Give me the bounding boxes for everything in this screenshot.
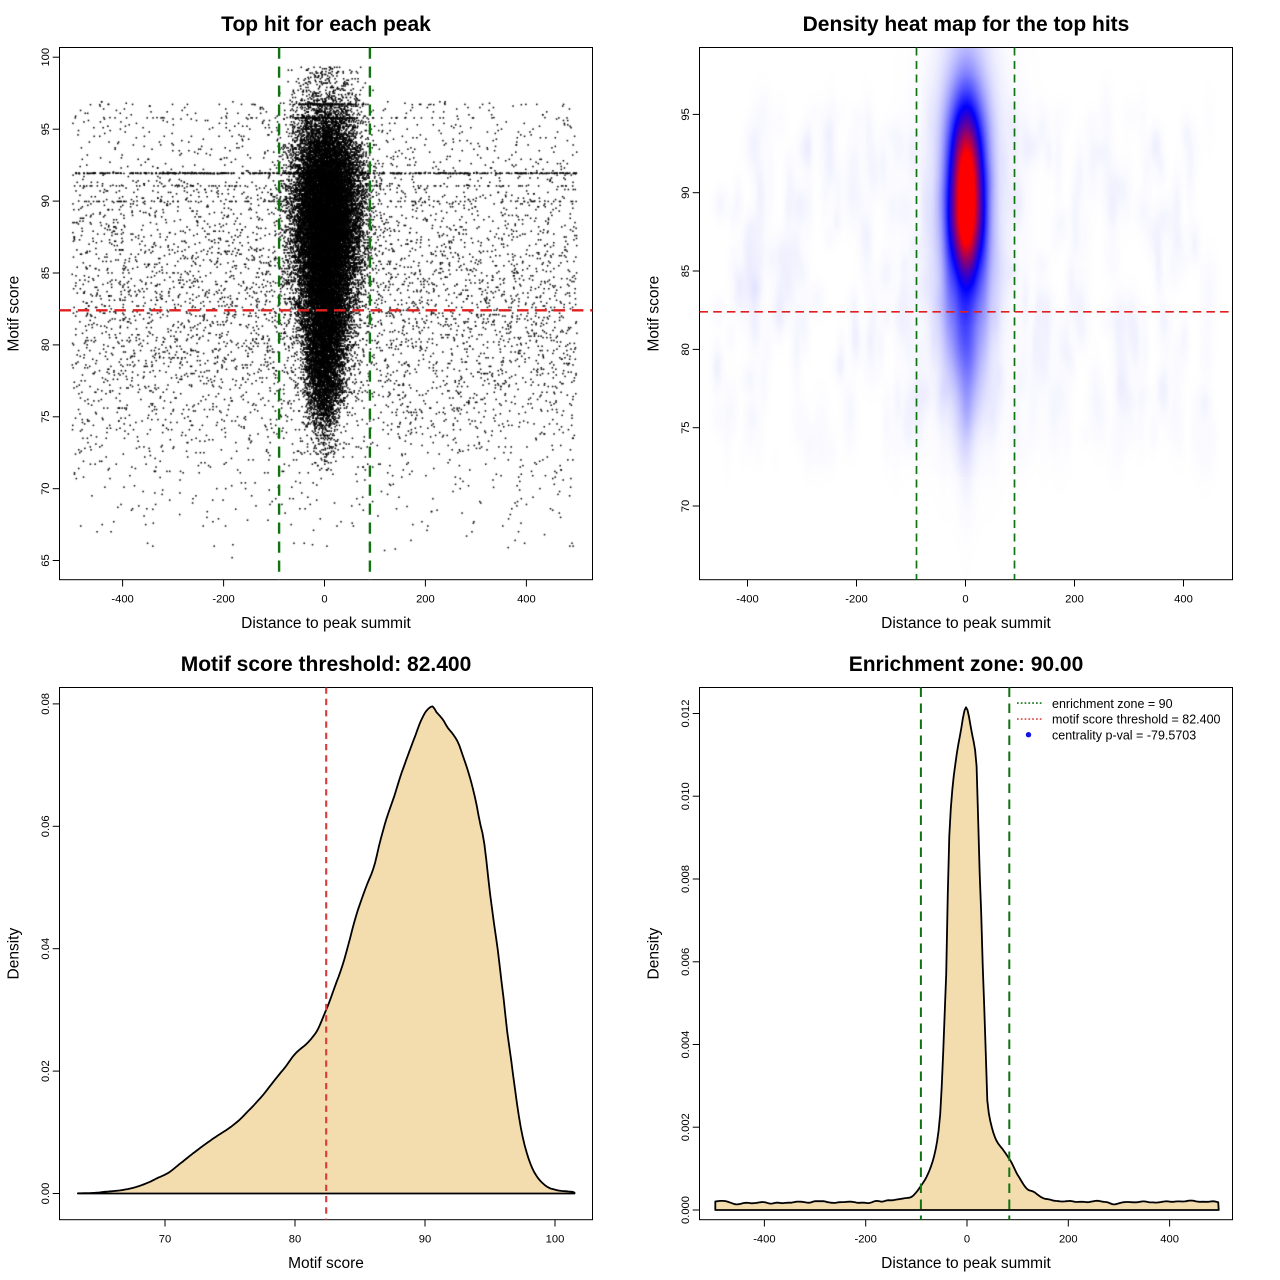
svg-text:-200: -200	[212, 593, 234, 605]
svg-text:85: 85	[40, 267, 52, 279]
svg-text:80: 80	[680, 343, 692, 355]
svg-text:0.08: 0.08	[40, 693, 52, 715]
svg-text:100: 100	[40, 48, 52, 67]
svg-text:Motif score: Motif score	[288, 1255, 364, 1272]
svg-text:100: 100	[546, 1233, 565, 1245]
svg-text:Top hit for each peak: Top hit for each peak	[221, 13, 431, 36]
svg-text:0: 0	[964, 1233, 970, 1245]
svg-text:95: 95	[40, 123, 52, 135]
svg-text:200: 200	[1065, 593, 1084, 605]
svg-text:motif score threshold = 82.400: motif score threshold = 82.400	[1052, 713, 1221, 727]
svg-text:0.04: 0.04	[40, 938, 52, 960]
svg-text:0.06: 0.06	[40, 815, 52, 837]
svg-text:-400: -400	[753, 1233, 775, 1245]
svg-text:85: 85	[680, 265, 692, 277]
svg-text:65: 65	[40, 554, 52, 566]
svg-text:Distance to peak summit: Distance to peak summit	[241, 615, 411, 632]
svg-text:centrality p-val = -79.5703: centrality p-val = -79.5703	[1052, 728, 1196, 742]
svg-text:Motif score threshold: 82.400: Motif score threshold: 82.400	[181, 653, 472, 676]
svg-text:enrichment zone = 90: enrichment zone = 90	[1052, 697, 1173, 711]
svg-text:75: 75	[680, 421, 692, 433]
svg-text:200: 200	[1059, 1233, 1078, 1245]
svg-text:400: 400	[1174, 593, 1193, 605]
svg-text:-200: -200	[854, 1233, 876, 1245]
svg-text:0.004: 0.004	[680, 1031, 692, 1059]
svg-text:Motif score: Motif score	[646, 276, 663, 352]
svg-text:0.02: 0.02	[40, 1060, 52, 1082]
svg-text:Motif score: Motif score	[6, 276, 23, 352]
svg-text:75: 75	[40, 411, 52, 423]
svg-text:Distance to peak summit: Distance to peak summit	[881, 1255, 1051, 1272]
svg-text:0.008: 0.008	[680, 865, 692, 893]
svg-text:0.006: 0.006	[680, 948, 692, 976]
svg-text:200: 200	[416, 593, 435, 605]
svg-text:70: 70	[40, 482, 52, 494]
svg-text:Density: Density	[6, 928, 23, 980]
svg-text:0: 0	[962, 593, 968, 605]
svg-text:0.00: 0.00	[40, 1183, 52, 1205]
svg-text:Density: Density	[646, 928, 663, 980]
svg-text:-200: -200	[845, 593, 867, 605]
svg-text:Density heat map for the top h: Density heat map for the top hits	[803, 13, 1130, 36]
svg-text:400: 400	[1160, 1233, 1179, 1245]
svg-text:90: 90	[419, 1233, 431, 1245]
svg-text:70: 70	[680, 500, 692, 512]
svg-text:95: 95	[680, 108, 692, 120]
svg-text:Distance to peak summit: Distance to peak summit	[881, 615, 1051, 632]
svg-text:Enrichment zone: 90.00: Enrichment zone: 90.00	[849, 653, 1084, 676]
svg-text:400: 400	[517, 593, 536, 605]
svg-text:0.002: 0.002	[680, 1113, 692, 1141]
svg-text:0.000: 0.000	[680, 1196, 692, 1224]
svg-text:90: 90	[40, 195, 52, 207]
svg-text:80: 80	[40, 339, 52, 351]
svg-text:90: 90	[680, 186, 692, 198]
svg-text:-400: -400	[736, 593, 758, 605]
svg-text:0.010: 0.010	[680, 782, 692, 810]
svg-text:-400: -400	[111, 593, 133, 605]
svg-text:70: 70	[159, 1233, 171, 1245]
svg-text:80: 80	[289, 1233, 301, 1245]
svg-text:0.012: 0.012	[680, 700, 692, 728]
svg-text:0: 0	[321, 593, 327, 605]
